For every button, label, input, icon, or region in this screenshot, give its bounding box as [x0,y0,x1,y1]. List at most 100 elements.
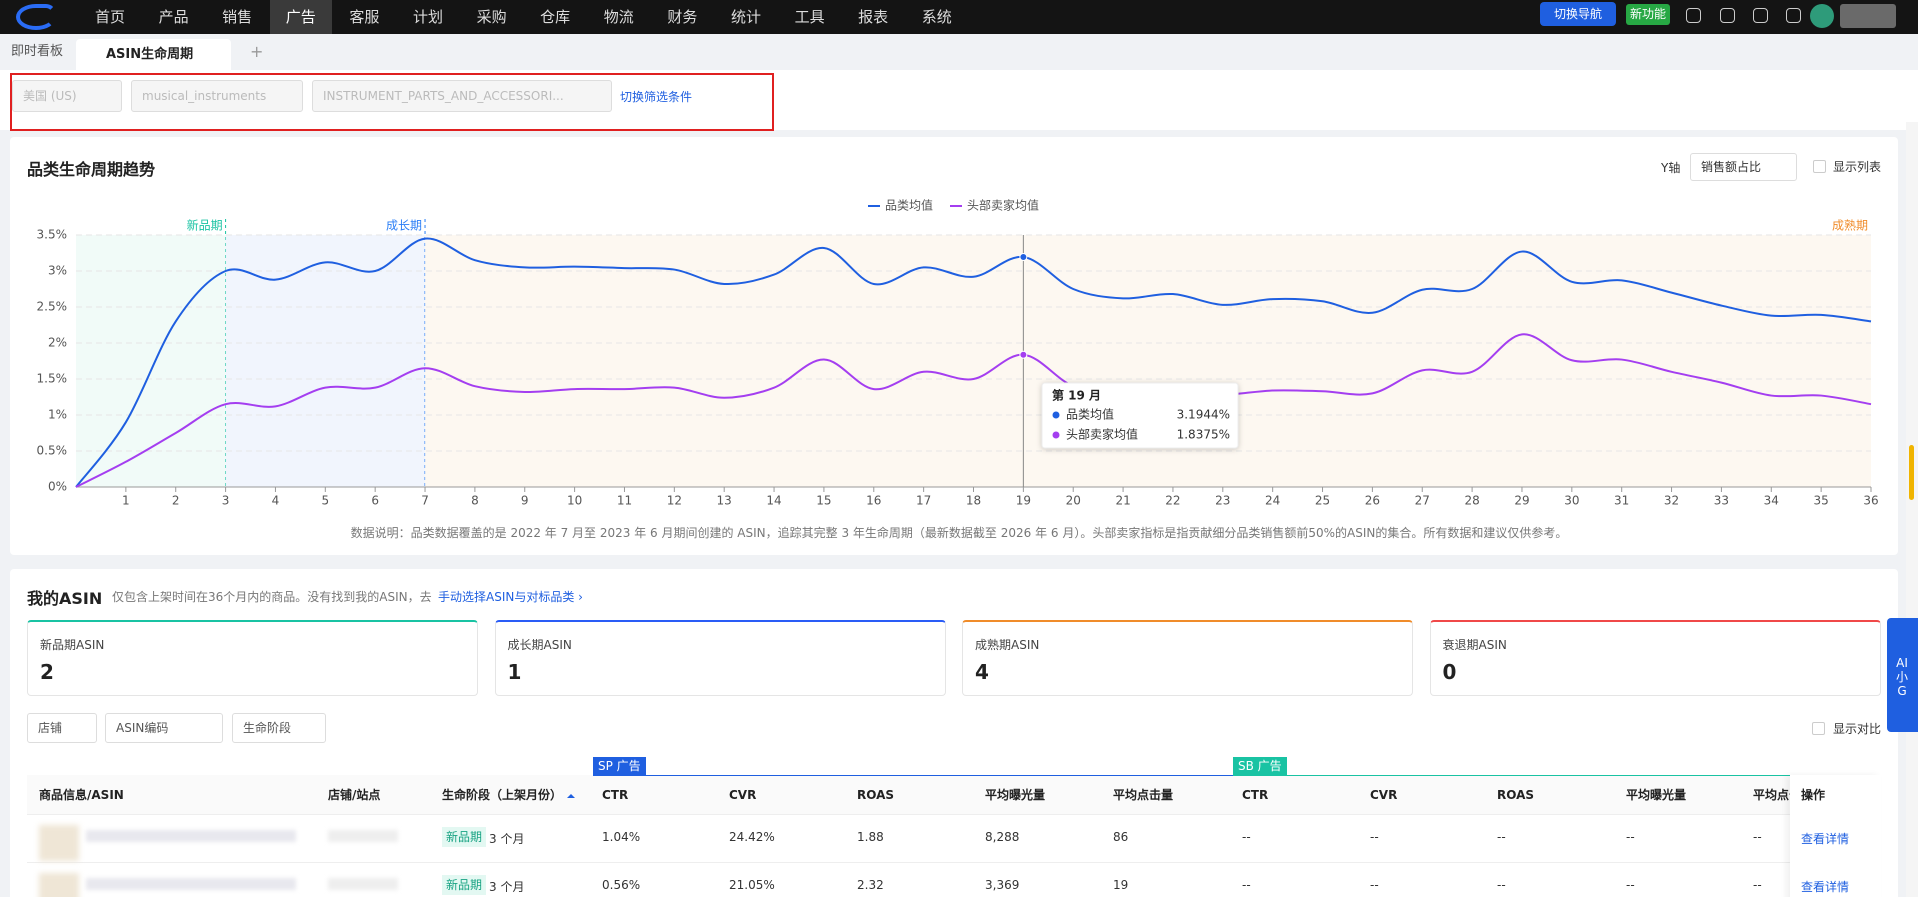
x-tick-label: 3 [222,494,230,508]
table-cell: 19 [1113,878,1129,892]
table-cell: 1.04% [602,830,641,844]
filter-select[interactable]: 美国 (US) [12,80,122,112]
x-tick-label: 13 [717,494,732,508]
nav-item[interactable]: 广告 [285,8,316,26]
y-tick-label: 2% [48,336,67,350]
x-tick-label: 6 [371,494,379,508]
x-tick-label: 18 [966,494,981,508]
table-cell: 1.88 [857,830,884,844]
table-cell: -- [1370,830,1379,844]
stage-card-label: 成长期ASIN [507,638,572,652]
nav-item[interactable]: 系统 [921,8,952,26]
phase-label: 成熟期 [1832,218,1868,233]
x-tick-label: 25 [1315,494,1330,508]
stage-card: 成熟期ASIN 4 [962,620,1413,696]
scrollbar [1906,122,1918,897]
logo [16,4,56,30]
new-feature[interactable]: 新功能 [1626,4,1670,25]
table-header: 平均曝光量 [985,788,1046,802]
nav-item[interactable]: 仓库 [540,8,571,26]
stage-months: 3 个月 [489,880,525,894]
checkbox-label[interactable]: 显示列表 [1833,160,1882,174]
nav-item[interactable]: 工具 [794,8,825,26]
asin-card [10,569,1898,897]
user-name[interactable] [1840,4,1896,28]
nav-item[interactable]: 财务 [667,8,698,26]
row-action[interactable]: 查看详情 [1801,880,1850,894]
tab[interactable]: ASIN生命周期 [106,47,194,62]
x-tick-label: 28 [1464,494,1479,508]
x-tick-label: 29 [1514,494,1529,508]
product-thumb [39,825,79,861]
x-tick-label: 31 [1614,494,1629,508]
legend-label: 品类均值 [885,198,933,213]
tooltip-title: 第 19 月 [1052,388,1101,403]
nav-item[interactable]: 客服 [349,8,380,26]
row-action[interactable]: 查看详情 [1801,832,1850,846]
table-header: 平均曝光量 [1626,788,1687,802]
nav-item[interactable]: 销售 [222,8,253,26]
nav-item[interactable]: 计划 [412,8,443,26]
table-cell: -- [1626,878,1635,892]
x-tick-label: 17 [916,494,931,508]
tab-active-bg [76,39,231,70]
nav-icon[interactable] [1720,8,1735,23]
nav-item[interactable]: 首页 [94,8,125,26]
checkbox-label[interactable]: 显示对比 [1833,722,1882,736]
nav-item[interactable]: 产品 [158,8,189,26]
ai-widget[interactable] [1887,618,1918,732]
nav-item[interactable]: 采购 [476,8,507,26]
table-filter[interactable]: 店铺 [27,713,97,743]
checkbox[interactable] [1813,160,1826,173]
avatar[interactable] [1810,4,1834,28]
group-line [1233,775,1873,776]
x-tick-label: 21 [1115,494,1130,508]
filter-select[interactable]: INSTRUMENT_PARTS_AND_ACCESSORI... [312,80,612,112]
nav-item[interactable]: 报表 [858,8,889,26]
filter-link[interactable]: 切换筛选条件 [620,90,693,104]
x-tick-label: 34 [1764,494,1779,508]
sort-icon[interactable] [567,790,575,798]
table-cell: -- [1497,878,1506,892]
ai-widget-text[interactable]: AI小G [1895,656,1908,698]
tab-add[interactable]: + [250,42,264,61]
table-filter[interactable]: 生命阶段 [232,713,326,743]
sticky-col [1790,775,1881,897]
y-axis-select[interactable]: 销售额占比 [1690,153,1797,181]
table-cell: 0.56% [602,878,641,892]
table-filter[interactable]: ASIN编码 [105,713,223,743]
tab[interactable]: 即时看板 [11,44,64,59]
table-cell: 86 [1113,830,1129,844]
nav-item[interactable]: 统计 [730,8,761,26]
table-header: CVR [729,788,757,802]
nav-icon[interactable] [1786,8,1801,23]
table-header: 操作 [1801,788,1826,802]
x-tick-label: 30 [1564,494,1579,508]
x-tick-label: 15 [816,494,831,508]
x-tick-label: 16 [866,494,881,508]
nav-icon[interactable] [1753,8,1768,23]
x-tick-label: 33 [1714,494,1729,508]
y-tick-label: 0% [48,480,67,494]
tooltip-value: 3.1944% [1177,408,1230,422]
asin-link[interactable]: 手动选择ASIN与对标品类 › [438,590,583,604]
tooltip-box [1041,382,1239,449]
stage-card-value: 2 [40,660,54,684]
switch-nav[interactable]: 切换导航 [1540,2,1616,26]
nav-item[interactable]: 物流 [603,8,634,26]
tooltip-dot [1052,411,1060,419]
stage-card-label: 成熟期ASIN [975,638,1040,652]
group-line [593,775,1233,776]
tooltip-dot [1052,431,1060,439]
checkbox[interactable] [1812,722,1825,735]
product-text [86,878,296,890]
nav-icon[interactable] [1686,8,1701,23]
tooltip-value: 1.8375% [1177,428,1230,442]
product-thumb [39,873,79,897]
x-tick-label: 5 [321,494,329,508]
stage-card: 新品期ASIN 2 [27,620,478,696]
filter-select[interactable]: musical_instruments [131,80,303,112]
stage-card-value: 4 [975,660,989,684]
